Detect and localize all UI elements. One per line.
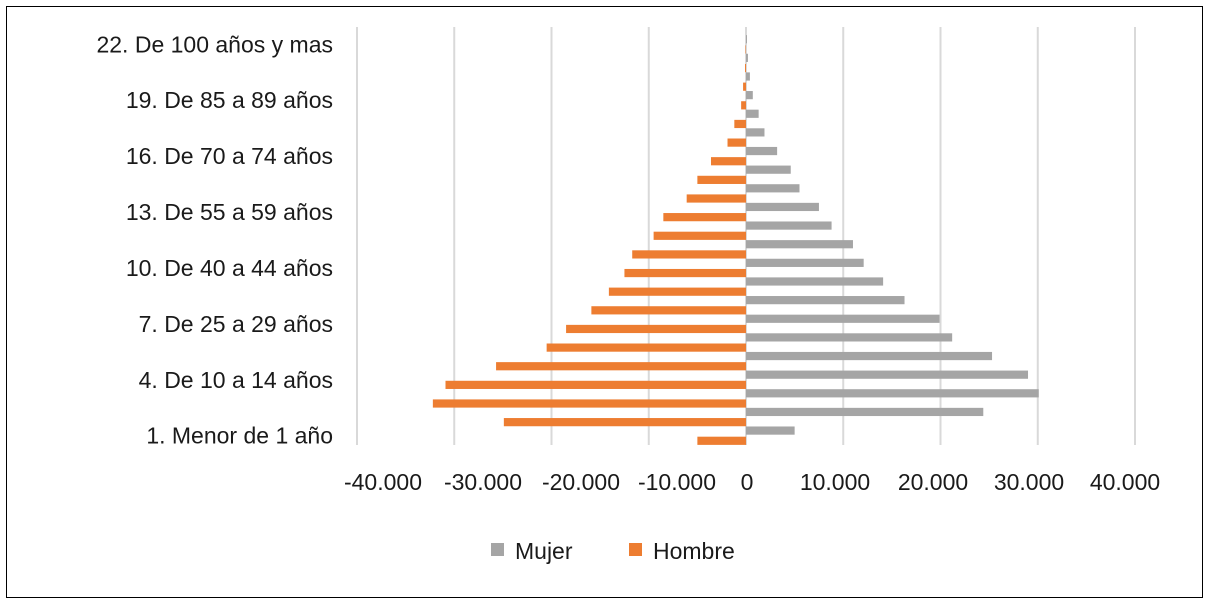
population-pyramid-chart: 1. Menor de 1 año 4. De 10 a 14 años 7. De… xyxy=(96,27,1160,564)
bar-mujer-20 xyxy=(746,72,750,81)
category-labels: 1. Menor de 1 año 4. De 10 a 14 años 7. De… xyxy=(96,31,333,448)
category-label: 19. De 85 a 89 años xyxy=(126,87,333,113)
bar-hombre-9 xyxy=(608,287,746,296)
bar-hombre-19 xyxy=(741,101,746,110)
legend: Mujer Hombre xyxy=(491,538,735,564)
bar-mujer-1 xyxy=(746,426,795,435)
bar-hombre-13 xyxy=(663,213,746,222)
bar-mujer-5 xyxy=(746,351,993,361)
x-tick-label: 40.000 xyxy=(1090,469,1160,495)
bar-mujer-13 xyxy=(746,202,819,212)
bar-mujer-9 xyxy=(746,277,884,286)
bar-hombre-12 xyxy=(653,231,746,240)
bar-hombre-17 xyxy=(727,138,746,147)
category-label: 22. De 100 años y mas xyxy=(96,31,333,57)
legend-label-mujer: Mujer xyxy=(515,538,573,564)
bar-hombre-21 xyxy=(745,63,746,73)
bar-hombre-6 xyxy=(546,343,746,352)
bar-mujer-10 xyxy=(746,258,864,267)
bar-hombre-8 xyxy=(591,306,746,315)
bars xyxy=(432,35,1039,445)
bar-hombre-16 xyxy=(710,157,746,166)
bar-hombre-5 xyxy=(496,362,746,371)
bar-hombre-2 xyxy=(503,418,746,427)
x-tick-label: 30.000 xyxy=(994,469,1064,495)
category-label: 13. De 55 a 59 años xyxy=(126,199,333,225)
x-tick-labels: -40.000 -30.000 -20.000 -10.000 0 10.000 20.00… xyxy=(344,469,1160,495)
bar-mujer-2 xyxy=(746,407,984,417)
x-tick-label: -20.000 xyxy=(542,469,620,495)
bar-hombre-11 xyxy=(632,250,746,259)
bar-hombre-15 xyxy=(697,175,746,184)
bar-hombre-20 xyxy=(743,82,746,91)
category-label: 7. De 25 a 29 años xyxy=(139,311,333,337)
bar-mujer-14 xyxy=(746,184,800,193)
bar-hombre-14 xyxy=(686,194,746,203)
bar-mujer-7 xyxy=(746,314,940,323)
category-label: 16. De 70 a 74 años xyxy=(126,143,333,169)
legend-swatch-hombre xyxy=(629,543,642,556)
category-label: 10. De 40 a 44 años xyxy=(126,255,333,281)
bar-hombre-1 xyxy=(697,436,746,445)
x-tick-label: -30.000 xyxy=(444,469,522,495)
bar-hombre-4 xyxy=(445,380,746,389)
x-tick-label: 0 xyxy=(741,469,754,495)
bar-mujer-18 xyxy=(746,109,759,118)
legend-swatch-mujer xyxy=(491,543,504,556)
x-tick-label: 10.000 xyxy=(800,469,870,495)
x-tick-label: -40.000 xyxy=(344,469,422,495)
bar-hombre-10 xyxy=(624,268,746,278)
bar-mujer-21 xyxy=(746,53,748,62)
legend-label-hombre: Hombre xyxy=(653,538,735,564)
chart-frame: 1. Menor de 1 año 4. De 10 a 14 años 7. De… xyxy=(6,6,1203,598)
bar-mujer-8 xyxy=(746,296,905,305)
bar-mujer-4 xyxy=(746,370,1029,379)
bar-mujer-11 xyxy=(746,240,853,249)
bar-hombre-3 xyxy=(432,399,746,408)
bar-mujer-3 xyxy=(746,389,1039,398)
bar-hombre-7 xyxy=(566,324,746,334)
bar-mujer-6 xyxy=(746,333,953,342)
bar-mujer-15 xyxy=(746,165,791,174)
bar-mujer-16 xyxy=(746,146,778,156)
category-label: 4. De 10 a 14 años xyxy=(139,367,333,393)
bar-mujer-12 xyxy=(746,221,832,230)
bar-mujer-19 xyxy=(746,91,753,100)
bar-mujer-22 xyxy=(746,35,747,44)
x-tick-label: -10.000 xyxy=(638,469,716,495)
bar-hombre-18 xyxy=(734,119,746,129)
bar-mujer-17 xyxy=(746,128,765,137)
category-label: 1. Menor de 1 año xyxy=(146,423,333,449)
x-tick-label: 20.000 xyxy=(898,469,968,495)
